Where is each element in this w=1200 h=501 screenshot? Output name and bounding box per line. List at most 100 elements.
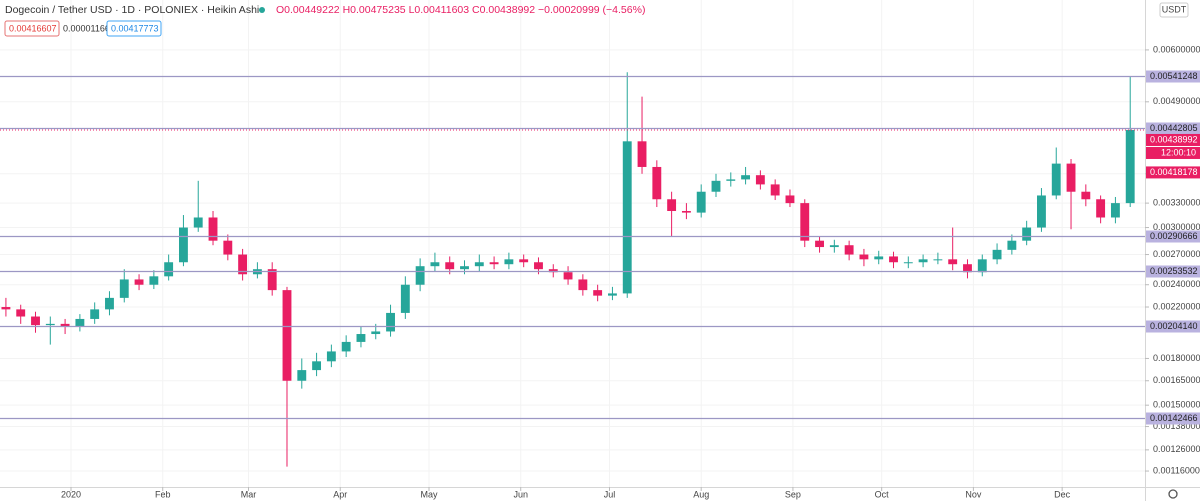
candle-body [1110,203,1120,218]
candle-body [637,141,647,167]
x-tick-label: Apr [333,489,347,499]
candle-body [297,370,307,381]
x-tick-label: Jul [604,489,616,499]
y-tick-label: 0.00300000 [1153,222,1200,232]
currency[interactable]: USDT [1162,4,1187,14]
candle-body [75,318,85,327]
indicator-value: 0.00417773 [111,23,159,33]
ohlc-low: L0.00411603 [409,4,470,16]
candle-body [445,262,455,270]
y-tick-label: 0.00220000 [1153,301,1200,311]
x-tick-label: Jun [513,489,528,499]
candle-body [1096,199,1106,218]
axes: 0.006000000.004900000.003700000.00330000… [61,44,1200,499]
x-tick-label: Dec [1054,489,1071,499]
candle-body [371,331,381,335]
candle-body [430,262,440,267]
candle-body [460,266,469,270]
y-tick-label: 0.00330000 [1153,197,1200,207]
candle-body [622,141,632,294]
plot-area [0,0,1145,487]
x-tick-label: 2020 [61,489,81,499]
y-tick-label: 0.00138000 [1153,421,1200,431]
y-tick-label: 0.00165000 [1153,375,1200,385]
candle-body [933,259,943,261]
candle-body [977,259,987,273]
level-label: 0.00204140 [1150,321,1198,331]
candle-body [1081,191,1091,200]
candle-body [755,175,765,185]
candle-body [105,297,114,310]
x-tick-label: Oct [875,489,890,499]
currency-box[interactable] [1159,2,1189,18]
y-tick-label: 0.00116000 [1153,465,1200,475]
indicator-value: 0.00001166 [63,23,110,33]
candle-body [652,166,662,200]
candle-body [681,211,691,213]
candle-body [178,227,188,263]
x-tick-label: Feb [155,489,171,499]
candle-body [770,184,780,196]
candle-body [45,323,55,326]
candle-body [400,284,410,313]
price-label: 0.00418178 [1150,167,1198,177]
ohlc-legend: O0.00449222 H0.00475235 L0.00411603 C0.0… [276,4,645,16]
candle-body [60,323,70,327]
candle-body [238,254,248,275]
countdown-box [1146,146,1200,159]
candle-body [889,256,898,263]
candle-body [696,191,706,213]
ohlc-change: −0.00020999 (−4.56%) [538,4,645,16]
x-tick-label: Aug [693,489,709,499]
candle-body [1007,240,1017,250]
candle-body [578,279,588,291]
candle-body [90,309,100,319]
candle-body [874,256,884,260]
candle-body [134,279,144,285]
candle-body [326,351,336,362]
candle-body [193,217,203,228]
candle-body [1022,227,1032,241]
candle-body [844,245,854,255]
candle-body [726,179,736,181]
price-label-box [1146,133,1200,146]
candle-body [963,264,972,273]
status-dot [259,7,265,13]
candle-body [16,309,26,317]
ohlc-close: C0.00438992 [472,4,535,16]
candle-body [267,269,277,291]
y-tick-label: 0.00150000 [1153,400,1200,410]
candle-body [149,276,159,285]
candle-body [415,266,425,285]
y-tick-label: 0.00126000 [1153,444,1200,454]
candle-body [948,259,958,265]
candle-body [356,334,366,342]
candle-body [1037,195,1046,228]
level-label: 0.00253532 [1150,266,1198,276]
candle-body [785,195,795,204]
y-tick-label: 0.00490000 [1153,96,1200,106]
candle-body [31,316,40,326]
candle-body [1066,163,1076,192]
y-tick-label: 0.00600000 [1153,44,1200,54]
settings-icon[interactable] [1168,489,1178,499]
candle-body [1125,129,1135,204]
level-label: 0.00142466 [1150,413,1198,423]
candle-body [119,279,129,298]
candle-body [815,240,824,248]
candle-body [859,254,869,260]
level-label-box [1146,320,1200,333]
candle-body [474,262,484,267]
y-tick-label: 0.00180000 [1153,353,1200,363]
price-label: 0.00438992 [1150,134,1198,144]
level-label-box [1146,122,1200,135]
indicator-box [106,20,162,37]
x-tick-label: Nov [965,489,982,499]
x-tick-label: Sep [785,489,801,499]
candle-body [741,175,751,180]
y-tick-label: 0.00240000 [1153,279,1200,289]
candle-body [903,262,913,264]
candle-body [563,272,573,280]
level-label-box [1146,265,1200,278]
candle-body [386,312,395,332]
